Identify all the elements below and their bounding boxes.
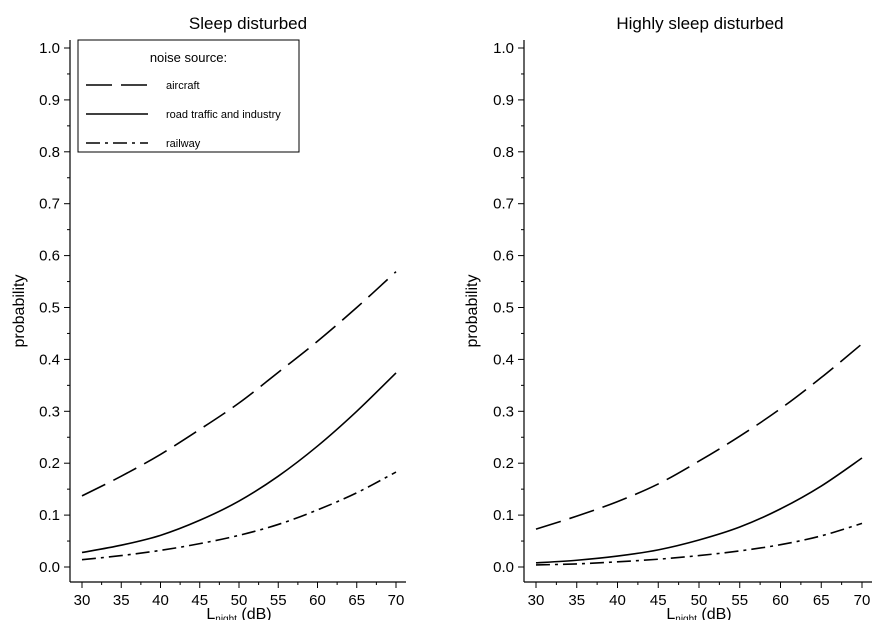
x-tick-label: 40 bbox=[152, 592, 169, 609]
x-tick-label: 65 bbox=[813, 592, 830, 609]
series-line-railway bbox=[81, 471, 397, 561]
y-axis-label: probability bbox=[11, 275, 28, 348]
y-tick-label: 0.5 bbox=[39, 300, 60, 317]
legend-box bbox=[77, 39, 300, 153]
y-tick-label: 1.0 bbox=[39, 40, 60, 57]
series-line-road-traffic-and-industry bbox=[81, 372, 397, 554]
y-tick-label: 0.5 bbox=[493, 300, 514, 317]
x-tick-label: 50 bbox=[691, 592, 708, 609]
x-tick-label: 35 bbox=[568, 592, 585, 609]
y-tick-label: 0.0 bbox=[493, 559, 514, 576]
y-tick-label: 1.0 bbox=[493, 40, 514, 57]
y-tick-label: 0.4 bbox=[39, 351, 60, 368]
y-tick-label: 0.9 bbox=[493, 92, 514, 109]
x-axis-label: Lnight (dB) bbox=[206, 606, 271, 620]
y-tick-label: 0.3 bbox=[493, 403, 514, 420]
x-tick-label: 70 bbox=[388, 592, 405, 609]
x-axis-label-unit: (dB) bbox=[697, 606, 732, 620]
y-tick-label: 0.1 bbox=[493, 507, 514, 524]
y-tick-label: 0.0 bbox=[39, 559, 60, 576]
y-tick-label: 0.9 bbox=[39, 92, 60, 109]
x-tick-label: 60 bbox=[772, 592, 789, 609]
y-tick-label: 0.8 bbox=[493, 144, 514, 161]
x-axis-label-main: L bbox=[206, 606, 215, 620]
chart-title: Sleep disturbed bbox=[189, 14, 307, 33]
x-tick-label: 30 bbox=[528, 592, 545, 609]
chart-panel-highly-sleep-disturbed: Highly sleep disturbed 0.0 0.1 0.2 0.3 0.4 0.5… bbox=[464, 14, 872, 625]
x-tick-label: 35 bbox=[113, 592, 130, 609]
x-tick-label: 45 bbox=[191, 592, 208, 609]
series-line-railway bbox=[535, 522, 863, 566]
y-tick-label: 0.7 bbox=[39, 196, 60, 213]
y-tick-label: 0.1 bbox=[39, 507, 60, 524]
y-axis-label: probability bbox=[464, 275, 481, 348]
series-line-aircraft bbox=[535, 343, 863, 530]
x-tick-label: 70 bbox=[854, 592, 871, 609]
x-tick-label: 50 bbox=[231, 592, 248, 609]
chart-panel-sleep-disturbed: Sleep disturbed 0.0 0.1 0.2 0.3 0.4 0.5 0.6 0.7 0… bbox=[11, 14, 406, 625]
x-tick-label: 30 bbox=[74, 592, 91, 609]
y-tick-label: 0.6 bbox=[493, 248, 514, 265]
x-tick-label: 55 bbox=[270, 592, 287, 609]
legend-entry-label: road traffic and industry bbox=[166, 109, 281, 121]
x-axis-label-subscript: night bbox=[675, 614, 697, 620]
chart-title: Highly sleep disturbed bbox=[616, 14, 783, 33]
x-axis-label-unit: (dB) bbox=[237, 606, 272, 620]
x-tick-label: 55 bbox=[731, 592, 748, 609]
legend-title: noise source: bbox=[150, 50, 227, 65]
y-tick-label: 0.2 bbox=[493, 455, 514, 472]
y-tick-label: 0.2 bbox=[39, 455, 60, 472]
x-tick-label: 40 bbox=[609, 592, 626, 609]
x-axis-label: Lnight (dB) bbox=[666, 606, 731, 620]
series-line-road-traffic-and-industry bbox=[535, 457, 863, 564]
series-line-aircraft bbox=[81, 271, 397, 497]
y-tick-label: 0.7 bbox=[493, 196, 514, 213]
x-axis-label-subscript: night bbox=[215, 614, 237, 620]
y-tick-label: 0.8 bbox=[39, 144, 60, 161]
y-tick-label: 0.6 bbox=[39, 248, 60, 265]
legend-entry-label: railway bbox=[166, 138, 201, 150]
legend-entry-label: aircraft bbox=[166, 80, 200, 92]
y-tick-label: 0.4 bbox=[493, 351, 514, 368]
x-tick-label: 60 bbox=[309, 592, 326, 609]
x-tick-label: 45 bbox=[650, 592, 667, 609]
x-tick-label: 65 bbox=[348, 592, 365, 609]
x-axis-label-main: L bbox=[666, 606, 675, 620]
y-tick-label: 0.3 bbox=[39, 403, 60, 420]
